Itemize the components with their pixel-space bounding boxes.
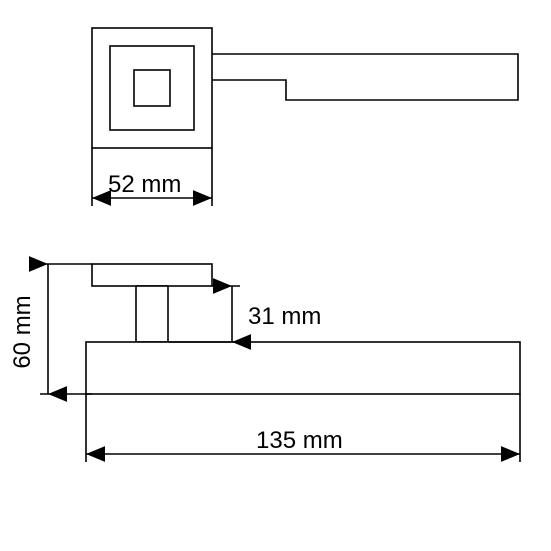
dimension-60mm-label: 60 mm xyxy=(9,295,36,368)
dimension-135mm-label: 135 mm xyxy=(256,427,343,454)
mounting-plate-side xyxy=(92,264,212,286)
top-view: 52 mm xyxy=(92,28,518,206)
side-view: 60 mm 31 mm 135 mm xyxy=(9,264,520,462)
dimension-31mm-label: 31 mm xyxy=(248,303,321,330)
dimension-60mm: 60 mm xyxy=(9,264,92,394)
dimension-52mm-label: 52 mm xyxy=(108,171,181,198)
technical-drawing: 52 mm 60 mm 31 mm 135 mm xyxy=(0,0,551,551)
neck-side xyxy=(136,286,168,342)
dimension-52mm: 52 mm xyxy=(92,148,212,206)
dimension-135mm: 135 mm xyxy=(86,394,520,462)
lever-top-outline xyxy=(194,54,518,100)
rosette-inner xyxy=(134,70,170,106)
lever-bar-side xyxy=(86,342,520,394)
dimension-31mm: 31 mm xyxy=(168,286,321,342)
